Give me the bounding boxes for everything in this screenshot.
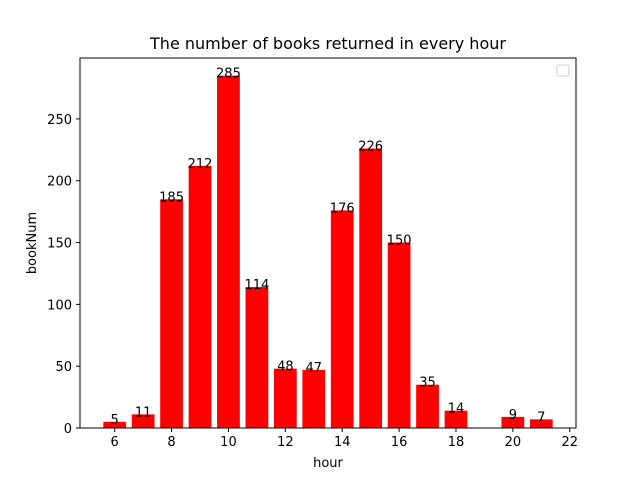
bar-15 — [359, 148, 383, 428]
plot-area — [80, 58, 576, 428]
bar-11 — [245, 287, 269, 428]
y-ticks-group: 0 50 100 150 200 250 — [47, 113, 80, 437]
data-label-9: 212 — [188, 157, 213, 172]
bar-20 — [501, 416, 525, 428]
data-label-10: 285 — [216, 67, 241, 82]
data-label-12: 48 — [277, 360, 294, 375]
y-tick-label-150: 150 — [47, 237, 72, 252]
bar-10 — [217, 75, 240, 428]
bar-8 — [160, 199, 183, 428]
legend-box — [556, 64, 570, 77]
y-tick-label-250: 250 — [47, 113, 72, 128]
x-tick-label-10: 10 — [220, 435, 237, 450]
bar-7 — [131, 414, 155, 428]
bar-12 — [273, 368, 297, 428]
data-label-20: 9 — [509, 408, 517, 423]
data-label-13: 47 — [306, 361, 323, 376]
x-tick-label-8: 8 — [167, 435, 175, 450]
y-axis-label: bookNum — [25, 212, 40, 274]
bar-16 — [387, 242, 411, 428]
bar-9 — [188, 165, 212, 428]
data-label-6: 5 — [111, 413, 119, 428]
bar-13 — [302, 369, 326, 428]
x-tick-label-12: 12 — [277, 435, 294, 450]
data-label-15: 226 — [358, 140, 383, 155]
data-label-11: 114 — [244, 278, 269, 293]
data-label-17: 35 — [419, 376, 436, 391]
x-ticks-group: 6 8 10 12 14 16 18 20 22 — [111, 428, 578, 450]
bar-14 — [330, 210, 354, 428]
data-label-14: 176 — [330, 201, 355, 216]
x-tick-label-6: 6 — [111, 435, 119, 450]
x-tick-label-14: 14 — [334, 435, 351, 450]
plot-frame — [79, 57, 577, 429]
data-label-18: 14 — [448, 402, 465, 417]
x-axis-label: hour — [313, 456, 343, 471]
chart-title: The number of books returned in every ho… — [149, 34, 506, 53]
y-tick-label-50: 50 — [55, 360, 72, 375]
data-label-8: 185 — [159, 190, 184, 205]
y-tick-label-100: 100 — [47, 298, 72, 313]
bar-6 — [103, 421, 127, 428]
data-label-7: 11 — [135, 405, 152, 420]
data-label-21: 7 — [537, 410, 545, 425]
x-tick-label-20: 20 — [505, 435, 522, 450]
x-tick-label-16: 16 — [391, 435, 408, 450]
y-tick-label-200: 200 — [47, 175, 72, 190]
bar-21 — [529, 419, 553, 428]
x-tick-label-22: 22 — [561, 435, 578, 450]
bars-group — [103, 75, 553, 428]
y-tick-label-0: 0 — [64, 422, 72, 437]
data-labels-group: 5 11 185 212 285 114 48 47 176 226 150 35 14 9 7 — [111, 67, 546, 428]
bar-17 — [416, 384, 439, 428]
x-tick-label-18: 18 — [448, 435, 465, 450]
bar-18 — [444, 410, 468, 428]
data-label-16: 150 — [387, 234, 412, 249]
